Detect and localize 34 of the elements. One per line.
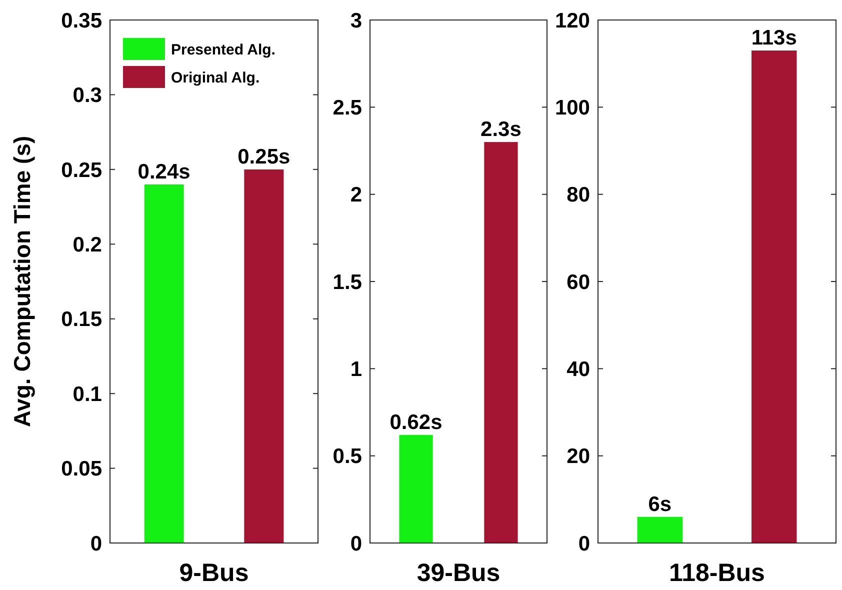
y-tick-label: 1.5 [332, 270, 362, 294]
y-tick-label: 20 [566, 445, 590, 468]
y-tick-label: 80 [566, 184, 590, 207]
data-label: 2.3s [480, 118, 522, 142]
y-tick-label: 3 [350, 9, 362, 32]
y-tick-label: 40 [566, 358, 590, 382]
y-tick-label: 0.35 [61, 9, 102, 32]
y-tick-label: 0 [350, 532, 362, 556]
y-tick-label: 0.05 [61, 458, 102, 481]
y-tick-label: 1 [350, 358, 362, 382]
data-label: 0.25s [238, 145, 290, 168]
x-tick-label: 39-Bus [416, 559, 500, 587]
legend-label: Original Alg. [171, 69, 260, 86]
data-label: 6s [648, 492, 672, 516]
y-tick-label: 0 [578, 532, 590, 556]
data-label: 0.24s [138, 160, 190, 184]
y-tick-label: 100 [554, 96, 590, 120]
y-tick-label: 0.2 [72, 233, 102, 256]
y-tick-label: 0.1 [72, 382, 102, 406]
y-tick-label: 0.25 [61, 158, 102, 182]
y-tick-label: 60 [566, 270, 590, 294]
y-tick-label: 2 [350, 184, 362, 207]
data-label: 113s [751, 26, 797, 50]
y-tick-label: 0.3 [72, 84, 102, 108]
y-tick-label: 0.15 [61, 308, 102, 332]
y-tick-label: 120 [554, 9, 590, 32]
data-label: 0.62s [390, 410, 442, 434]
legend-label: Presented Alg. [171, 41, 276, 58]
y-axis-title: Avg. Computation Time (s) [9, 136, 35, 428]
y-tick-label: 0 [90, 532, 102, 556]
y-tick-label: 2.5 [332, 96, 362, 120]
y-tick-label: 0.5 [332, 445, 362, 468]
x-tick-label: 9-Bus [179, 559, 249, 587]
x-tick-label: 118-Bus [669, 559, 765, 587]
